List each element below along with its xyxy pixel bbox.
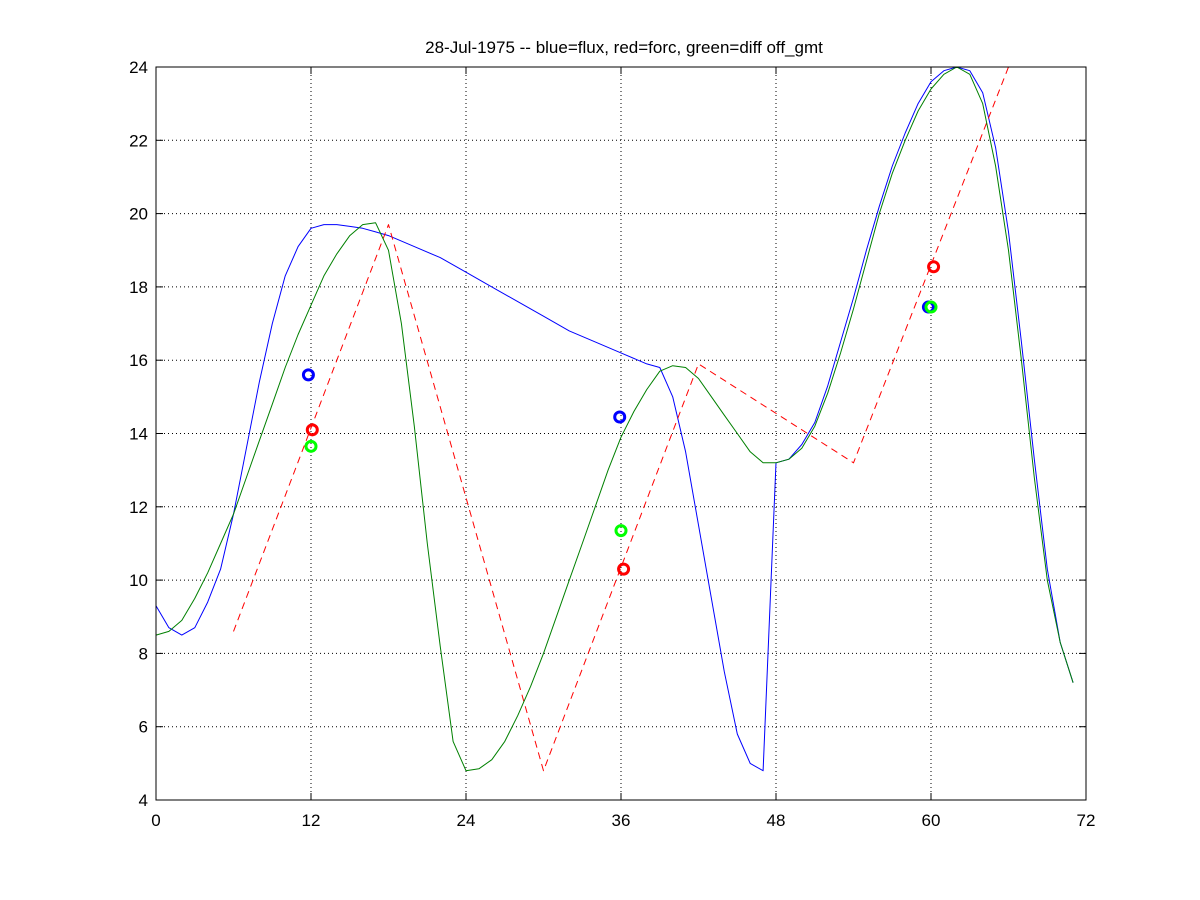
- y-tick-label: 8: [139, 644, 148, 663]
- x-tick-label: 12: [302, 811, 321, 830]
- axis-ticks: 0 12 24 36 48 60 72 4 6 8 10 12 14 16 18 20 22 24: [129, 58, 1095, 830]
- y-tick-label: 10: [129, 571, 148, 590]
- series-line-2: [155, 66, 1074, 772]
- y-tick-label: 16: [129, 351, 148, 370]
- data-marker-3: [613, 410, 627, 424]
- data-marker-1: [305, 423, 319, 437]
- y-tick-label: 22: [129, 131, 148, 150]
- y-tick-label: 20: [129, 205, 148, 224]
- y-tick-label: 24: [129, 58, 148, 77]
- grid: [156, 67, 1086, 800]
- data-marker-4: [614, 524, 628, 538]
- data-marker-8: [924, 300, 938, 314]
- y-tick-label: 4: [139, 791, 148, 810]
- x-tick-label: 0: [151, 811, 160, 830]
- data-marker-5: [617, 562, 631, 576]
- series-lines: [155, 66, 1074, 772]
- x-tick-label: 48: [767, 811, 786, 830]
- series-line-1: [233, 66, 1009, 772]
- chart-title: 28-Jul-1975 -- blue=flux, red=forc, gree…: [425, 38, 823, 57]
- x-tick-label: 60: [922, 811, 941, 830]
- data-marker-2: [304, 439, 318, 453]
- y-tick-label: 12: [129, 498, 148, 517]
- data-marker-0: [301, 368, 315, 382]
- series-line-0: [155, 66, 1074, 772]
- y-tick-label: 18: [129, 278, 148, 297]
- data-marker-6: [927, 260, 941, 274]
- x-tick-label: 24: [457, 811, 476, 830]
- y-tick-label: 14: [129, 425, 148, 444]
- markers: [301, 260, 941, 576]
- x-tick-label: 36: [612, 811, 631, 830]
- x-tick-label: 72: [1077, 811, 1096, 830]
- y-tick-label: 6: [139, 718, 148, 737]
